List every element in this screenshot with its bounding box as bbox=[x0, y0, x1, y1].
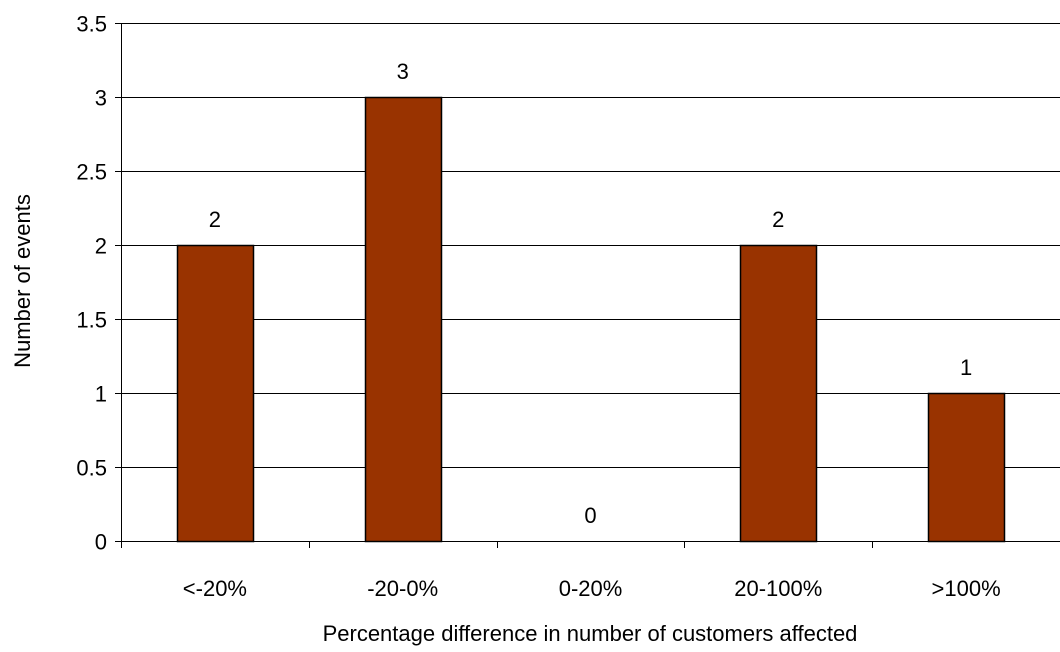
x-tick-label: >100% bbox=[932, 576, 1001, 601]
axes bbox=[115, 23, 1060, 548]
y-axis-title: Number of events bbox=[10, 194, 35, 368]
grid-lines bbox=[121, 23, 1060, 468]
bar bbox=[176, 244, 255, 543]
data-label: 1 bbox=[960, 355, 972, 380]
y-tick-label: 3 bbox=[95, 86, 107, 111]
x-tick-label: 0-20% bbox=[559, 576, 623, 601]
bar bbox=[739, 244, 818, 543]
y-tick-label: 1.5 bbox=[76, 308, 107, 333]
x-tick-label: <-20% bbox=[183, 576, 247, 601]
y-tick-label: 3.5 bbox=[76, 12, 107, 37]
x-tick-label: -20-0% bbox=[367, 576, 438, 601]
bars bbox=[176, 96, 1006, 543]
labels: 0 0.5 1 1.5 2 2.5 3 3.5 2 <-20% 3 -20-0% 0 0-20% 2 20-1… bbox=[76, 12, 1000, 602]
data-label: 2 bbox=[772, 207, 784, 232]
y-tick-label: 0.5 bbox=[76, 456, 107, 481]
y-tick-label: 0 bbox=[95, 530, 107, 555]
data-label: 0 bbox=[584, 503, 596, 528]
y-tick-label: 2 bbox=[95, 234, 107, 259]
x-axis-title: Percentage difference in number of custo… bbox=[323, 621, 858, 646]
y-tick-label: 1 bbox=[95, 382, 107, 407]
data-label: 2 bbox=[209, 207, 221, 232]
bar bbox=[927, 392, 1006, 543]
data-label: 3 bbox=[397, 59, 409, 84]
x-tick-label: 20-100% bbox=[734, 576, 822, 601]
bar bbox=[364, 96, 443, 543]
y-tick-label: 2.5 bbox=[76, 160, 107, 185]
